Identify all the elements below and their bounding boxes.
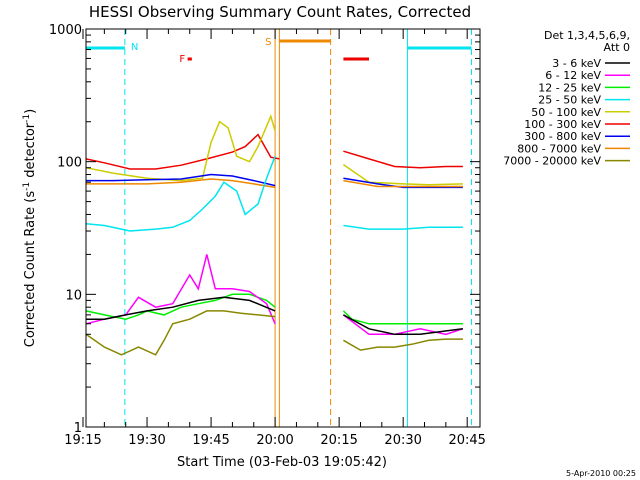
series-line	[85, 293, 463, 325]
x-axis: 19:15 19:30 19:45 20:00 20:15 20:30 20:45	[64, 29, 486, 448]
y-tick-label: 100	[57, 156, 82, 171]
annotation-layer: N S F	[86, 29, 472, 427]
y-tick-label: 1000	[49, 23, 82, 38]
legend-label: 7000 - 20000 keV	[503, 155, 601, 168]
y-axis-title-end: )	[23, 109, 38, 114]
series-line	[86, 173, 463, 189]
x-tick-label: 20:45	[448, 433, 485, 448]
S-marker-label: S	[265, 37, 271, 48]
y-axis: 1 10 100 1000	[49, 23, 480, 436]
y-axis-title-sup2: -1	[22, 114, 32, 123]
y-tick-label: 1	[74, 421, 82, 436]
N-marker-label: N	[131, 42, 138, 53]
x-tick-label: 20:15	[320, 433, 357, 448]
legend-label: 300 - 800 keV	[524, 130, 601, 143]
legend-label: 3 - 6 keV	[552, 57, 601, 70]
plot-frame	[85, 28, 481, 428]
legend-label: 6 - 12 keV	[545, 69, 601, 82]
legend-label: 800 - 7000 keV	[517, 142, 601, 155]
series-line	[86, 178, 463, 189]
series-line	[85, 310, 463, 356]
series-layer	[85, 113, 464, 356]
x-axis-title: Start Time (03-Feb-03 19:05:42)	[177, 455, 387, 470]
series-line	[85, 254, 464, 336]
legend-title-2: Att 0	[604, 41, 630, 54]
chart-title: HESSI Observing Summary Count Rates, Cor…	[89, 3, 471, 21]
y-axis-title-sup1: -1	[22, 182, 32, 191]
y-tick-label: 10	[65, 288, 82, 303]
legend-label: 50 - 100 keV	[531, 106, 601, 119]
y-axis-title-mid: detector	[23, 122, 38, 182]
series-line	[85, 113, 463, 186]
x-tick-label: 19:30	[128, 433, 165, 448]
legend-label: 25 - 50 keV	[538, 94, 601, 107]
x-tick-label: 19:45	[192, 433, 229, 448]
series-line	[85, 133, 463, 170]
x-tick-label: 20:30	[384, 433, 421, 448]
F-marker-label: F	[179, 54, 185, 65]
legend-label: 100 - 300 keV	[524, 118, 601, 131]
x-tick-label: 20:00	[256, 433, 293, 448]
x-tick-label: 19:15	[64, 433, 101, 448]
series-line	[85, 155, 463, 232]
legend-label: 12 - 25 keV	[538, 81, 601, 94]
series-line	[86, 296, 463, 336]
legend-title-1: Det 1,3,4,5,6,9,	[544, 29, 630, 42]
y-axis-title: Corrected Count Rate (s-1 detector-1)	[22, 109, 38, 347]
timestamp: 5-Apr-2010 00:25	[566, 469, 636, 478]
